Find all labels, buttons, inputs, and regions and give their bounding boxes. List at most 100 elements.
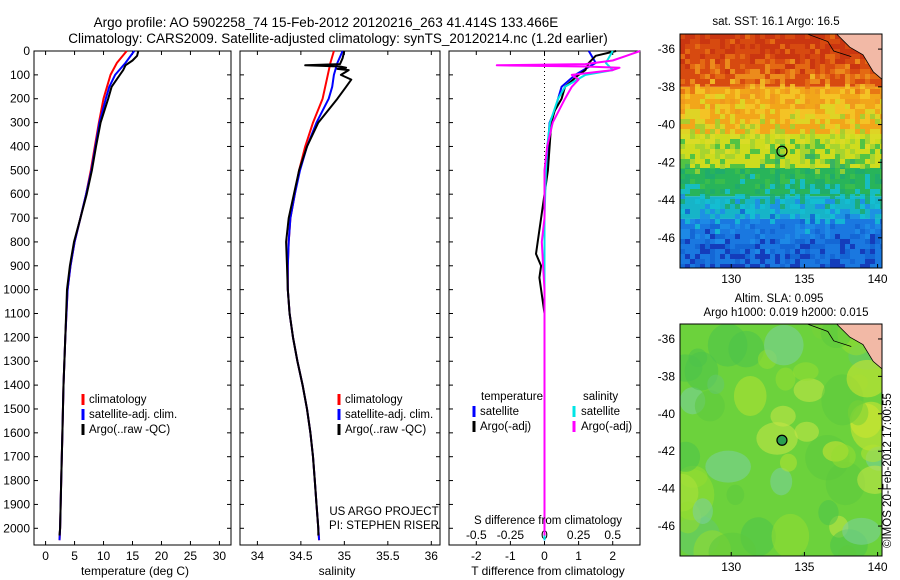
p-sla-xtick-label: 130 xyxy=(721,560,741,574)
sst-pixel xyxy=(805,169,810,174)
sst-pixel xyxy=(790,164,795,169)
sst-pixel xyxy=(850,64,855,69)
temp-series-argo-raw-qc- xyxy=(58,50,140,536)
sst-pixel xyxy=(790,264,795,268)
sst-pixel xyxy=(770,79,775,84)
sst-pixel xyxy=(730,249,735,254)
sst-pixel xyxy=(810,149,815,154)
sst-pixel xyxy=(780,109,785,114)
sst-pixel xyxy=(705,239,710,244)
sst-pixel xyxy=(830,209,835,214)
sst-pixel xyxy=(705,169,710,174)
sst-pixel xyxy=(720,244,725,249)
sst-pixel xyxy=(735,204,740,209)
sst-pixel xyxy=(860,114,865,119)
sst-pixel xyxy=(805,249,810,254)
sst-pixel xyxy=(805,254,810,259)
sst-pixel xyxy=(880,109,882,114)
sst-pixel xyxy=(750,94,755,99)
sst-pixel xyxy=(795,69,800,74)
sst-pixel xyxy=(685,104,690,109)
sst-pixel xyxy=(845,239,850,244)
sal-legend-label: satellite-adj. clim. xyxy=(345,409,433,421)
sst-pixel xyxy=(790,49,795,54)
sst-pixel xyxy=(725,144,730,149)
sst-pixel xyxy=(870,259,875,264)
sst-pixel xyxy=(770,44,775,49)
sst-pixel xyxy=(690,159,695,164)
sst-pixel xyxy=(785,89,790,94)
sst-pixel xyxy=(835,44,840,49)
sst-pixel xyxy=(880,159,882,164)
sst-pixel xyxy=(690,179,695,184)
sst-pixel xyxy=(810,49,815,54)
sst-pixel xyxy=(825,204,830,209)
sst-pixel xyxy=(755,59,760,64)
sst-pixel xyxy=(795,64,800,69)
sst-pixel xyxy=(790,94,795,99)
sst-pixel xyxy=(745,249,750,254)
sst-pixel xyxy=(735,139,740,144)
sst-pixel xyxy=(750,144,755,149)
depth-tick-label: 0 xyxy=(23,44,30,58)
sst-pixel xyxy=(735,249,740,254)
sst-pixel xyxy=(765,179,770,184)
sst-pixel xyxy=(745,254,750,259)
sst-pixel xyxy=(720,239,725,244)
sla-blob xyxy=(733,375,767,417)
sst-pixel xyxy=(805,244,810,249)
diff-legend-s-label: salinity xyxy=(583,391,618,403)
sst-pixel xyxy=(750,264,755,268)
sst-pixel xyxy=(830,144,835,149)
sst-pixel xyxy=(745,124,750,129)
sst-pixel xyxy=(835,209,840,214)
sst-pixel xyxy=(760,44,765,49)
sst-pixel xyxy=(830,259,835,264)
sst-pixel xyxy=(715,104,720,109)
sst-pixel xyxy=(710,124,715,129)
sst-pixel xyxy=(805,109,810,114)
sst-pixel xyxy=(755,184,760,189)
sst-pixel xyxy=(800,209,805,214)
sst-pixel xyxy=(805,224,810,229)
sst-pixel xyxy=(715,139,720,144)
sst-pixel xyxy=(695,109,700,114)
sst-pixel xyxy=(790,119,795,124)
sst-pixel xyxy=(785,74,790,79)
p-sla-ytick-label: -36 xyxy=(658,332,676,346)
sst-pixel xyxy=(725,249,730,254)
sst-pixel xyxy=(705,39,710,44)
sst-pixel xyxy=(770,194,775,199)
sst-pixel xyxy=(865,199,870,204)
sst-pixel xyxy=(795,109,800,114)
sst-pixel xyxy=(875,239,880,244)
sst-pixel xyxy=(735,264,740,268)
sst-pixel xyxy=(690,84,695,89)
sst-pixel xyxy=(865,74,870,79)
sst-pixel xyxy=(690,229,695,234)
sst-pixel xyxy=(865,109,870,114)
sst-pixel xyxy=(790,254,795,259)
sst-pixel xyxy=(755,94,760,99)
sst-pixel xyxy=(720,254,725,259)
sst-pixel xyxy=(880,244,882,249)
depth-tick-label: 1100 xyxy=(4,307,30,321)
sst-pixel xyxy=(855,74,860,79)
sst-pixel xyxy=(770,129,775,134)
sst-pixel xyxy=(865,144,870,149)
sst-pixel xyxy=(860,74,865,79)
sst-pixel xyxy=(725,149,730,154)
sst-pixel xyxy=(840,129,845,134)
sst-pixel xyxy=(700,214,705,219)
sst-pixel xyxy=(805,79,810,84)
sst-pixel xyxy=(680,134,685,139)
sst-pixel xyxy=(815,204,820,209)
sst-pixel xyxy=(740,169,745,174)
sla-blob xyxy=(775,367,796,391)
sst-pixel xyxy=(725,89,730,94)
sst-pixel xyxy=(820,179,825,184)
sst-pixel xyxy=(730,139,735,144)
sst-pixel xyxy=(800,109,805,114)
sst-pixel xyxy=(805,154,810,159)
p-sst-ytick-label: -46 xyxy=(658,231,676,245)
